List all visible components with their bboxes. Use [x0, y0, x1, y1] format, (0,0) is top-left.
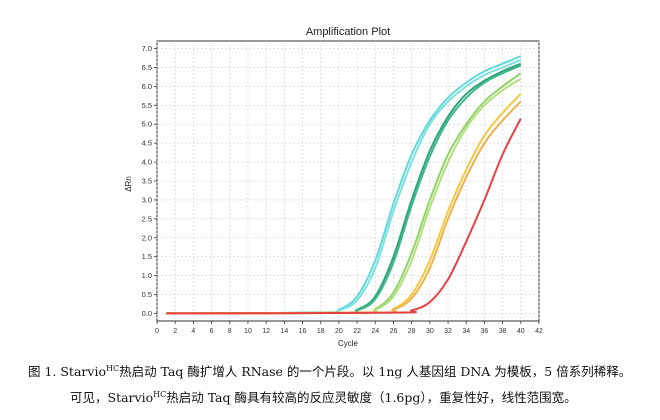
- y-axis: 0.0 0.5 1.0 1.5 2.0 2.5 3.0 3.5 4.0 4.5 5.0 5.5 6.0 6…: [142, 44, 157, 318]
- y-tick-label: 6.0: [142, 82, 152, 91]
- y-tick-label: 4.5: [142, 139, 152, 148]
- y-tick-label: 2.0: [142, 233, 152, 242]
- x-tick-label: 16: [299, 328, 307, 335]
- amplification-plot: Amplification Plot 0 2 4 6 8 10 12 14 16 18 20 22 24…: [124, 26, 543, 348]
- x-tick-label: 8: [228, 328, 232, 335]
- grid-lines: [156, 41, 540, 321]
- y-tick-label: 3.5: [142, 177, 152, 186]
- caption-superscript: HC: [105, 363, 120, 373]
- y-axis-label: ΔRn: [124, 176, 133, 192]
- y-tick-label: 2.5: [142, 214, 152, 223]
- x-tick-label: 10: [244, 328, 252, 335]
- x-tick-label: 32: [444, 328, 452, 335]
- x-tick-label: 4: [191, 328, 195, 335]
- x-tick-label: 2: [173, 328, 177, 335]
- caption-text: 热启动 Taq 酶具有较高的反应灵敏度（1.6pg），重复性好，线性范围宽。: [166, 390, 577, 405]
- caption-superscript: HC: [153, 389, 167, 399]
- y-tick-label: 4.0: [142, 158, 152, 167]
- caption-text: 热启动 Taq 酶扩增人 RNase 的一个片段。以 1ng 人基因组 DNA …: [119, 364, 632, 379]
- series-line-9: [166, 118, 522, 315]
- y-tick-label: 3.0: [142, 195, 152, 204]
- x-tick-label: 26: [390, 328, 398, 335]
- caption-prefix: 可见，Starvio: [70, 390, 154, 405]
- x-tick-label: 30: [426, 328, 434, 335]
- x-axis: 0 2 4 6 8 10 12 14 16 18 20 22 24 26 28 30 32 34 36 38 40 42: [155, 321, 543, 335]
- x-tick-label: 22: [353, 328, 361, 335]
- x-tick-label: 12: [262, 328, 270, 335]
- x-tick-label: 0: [155, 328, 159, 335]
- x-tick-label: 14: [280, 328, 288, 335]
- x-tick-label: 6: [210, 328, 214, 335]
- y-tick-label: 1.5: [142, 252, 152, 261]
- series-lines: [166, 55, 522, 315]
- x-tick-label: 20: [335, 328, 343, 335]
- x-tick-label: 34: [462, 328, 470, 335]
- x-tick-label: 24: [371, 328, 379, 335]
- x-tick-label: 38: [499, 328, 507, 335]
- x-tick-label: 18: [317, 328, 325, 335]
- y-tick-label: 7.0: [142, 44, 152, 53]
- figure-caption-line-2: 可见，StarvioHC热启动 Taq 酶具有较高的反应灵敏度（1.6pg），重…: [70, 387, 660, 406]
- x-tick-label: 28: [408, 328, 416, 335]
- x-axis-label: Cycle: [338, 339, 359, 348]
- y-tick-label: 0.5: [142, 290, 152, 299]
- x-tick-label: 42: [535, 328, 543, 335]
- caption-prefix: 图 1. Starvio: [28, 364, 106, 379]
- y-tick-label: 5.0: [142, 120, 152, 129]
- y-tick-label: 5.5: [142, 101, 152, 110]
- y-tick-label: 1.0: [142, 271, 152, 280]
- figure-caption-line-1: 图 1. StarvioHC热启动 Taq 酶扩增人 RNase 的一个片段。以…: [28, 361, 660, 380]
- x-tick-label: 36: [481, 328, 489, 335]
- y-tick-label: 0.0: [142, 309, 152, 318]
- x-tick-label: 40: [517, 328, 525, 335]
- chart-title: Amplification Plot: [306, 26, 390, 38]
- y-tick-label: 6.5: [142, 63, 152, 72]
